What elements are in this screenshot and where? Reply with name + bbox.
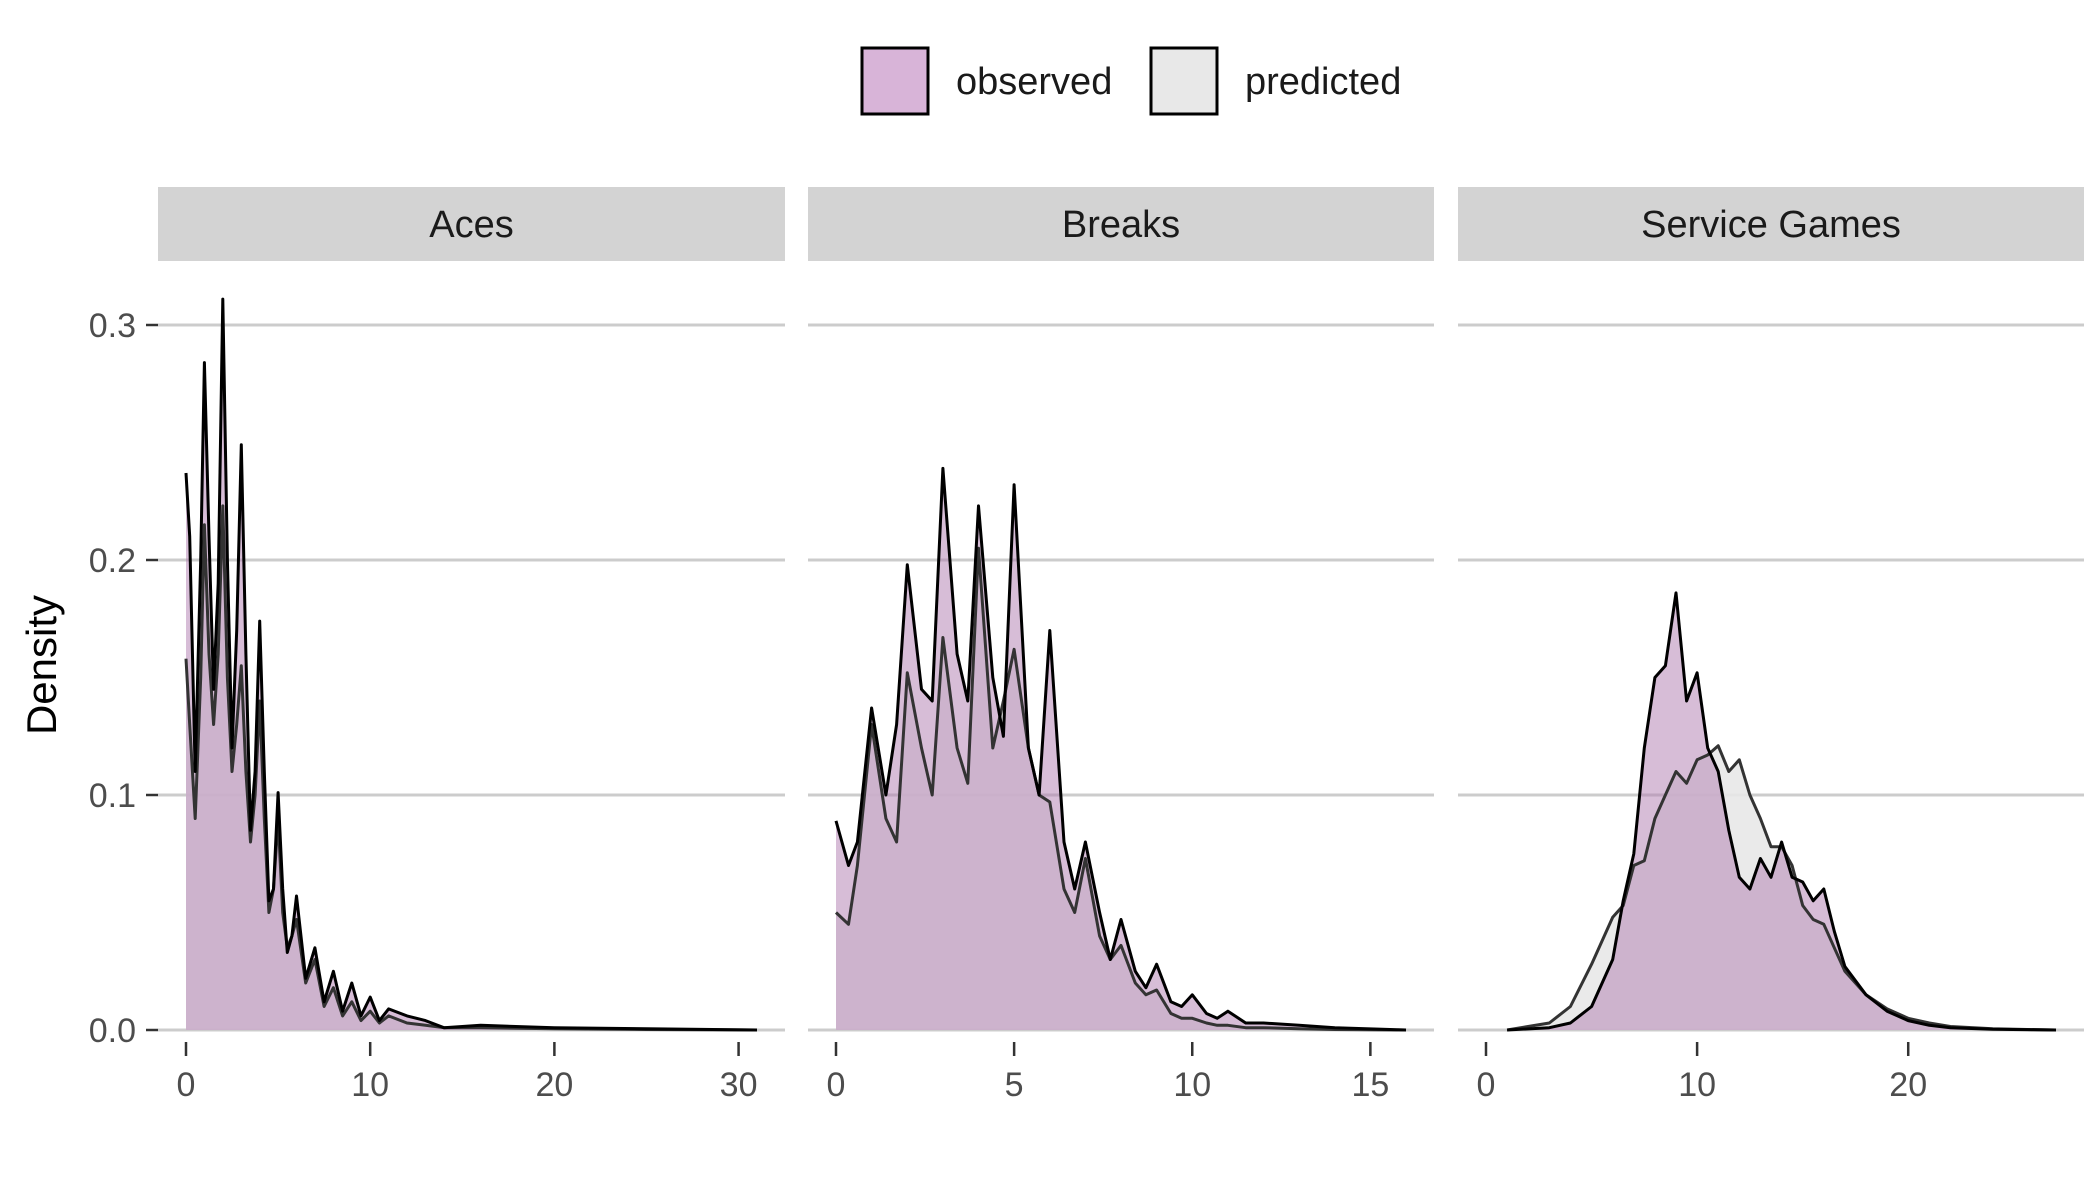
- x-tick-label: 30: [720, 1066, 758, 1104]
- legend-key-observed: [860, 46, 930, 116]
- legend-key-predicted: [1149, 46, 1219, 116]
- legend-label-predicted: predicted: [1245, 61, 1401, 103]
- x-tick-label: 0: [827, 1066, 846, 1104]
- legend: observed predicted: [860, 46, 1401, 116]
- observed-density-area: [186, 299, 757, 1031]
- facet-strip: [158, 187, 785, 261]
- legend-label-observed: observed: [956, 61, 1112, 103]
- observed-density-line: [184, 297, 758, 1032]
- y-tick-label: 0.1: [89, 777, 136, 815]
- x-tick-label: 15: [1351, 1066, 1389, 1104]
- x-tick-label: 10: [1678, 1066, 1716, 1104]
- facet-panels: Aces 0 10 20 30 Breaks 0 5 10 15 Service Games 0 10 2…: [158, 187, 2084, 1104]
- x-tick-label: 10: [351, 1066, 389, 1104]
- x-tick-label: 0: [1477, 1066, 1496, 1104]
- x-tick-label: 5: [1005, 1066, 1024, 1104]
- x-tick-label: 20: [1889, 1066, 1927, 1104]
- predicted-density-line: [834, 546, 1407, 1032]
- facet-strip: [1458, 187, 2084, 261]
- facet-panel-1: Breaks 0 5 10 15: [808, 187, 1434, 1104]
- observed-density-line: [834, 466, 1407, 1032]
- y-axis: 0.0 0.1 0.2 0.3: [89, 307, 158, 1050]
- y-tick-label: 0.0: [89, 1012, 136, 1050]
- observed-density-line: [1507, 591, 2057, 1032]
- x-tick-label: 20: [535, 1066, 573, 1104]
- facet-strip-label: Breaks: [1062, 204, 1180, 246]
- y-axis-title: Density: [18, 595, 65, 735]
- facet-panel-0: Aces 0 10 20 30: [158, 187, 785, 1104]
- observed-density-area: [1507, 592, 2056, 1030]
- facet-strip-label: Service Games: [1641, 204, 1901, 246]
- y-tick-label: 0.2: [89, 542, 136, 580]
- facet-strip-label: Aces: [429, 204, 513, 246]
- y-tick-label: 0.3: [89, 307, 136, 345]
- observed-density-area: [836, 468, 1406, 1030]
- legend-item-predicted: predicted: [1149, 46, 1401, 116]
- x-tick-label: 0: [177, 1066, 196, 1104]
- facet-panel-2: Service Games 0 10 20: [1458, 187, 2084, 1104]
- facet-strip: [808, 187, 1434, 261]
- legend-item-observed: observed: [860, 46, 1112, 116]
- x-tick-label: 10: [1173, 1066, 1211, 1104]
